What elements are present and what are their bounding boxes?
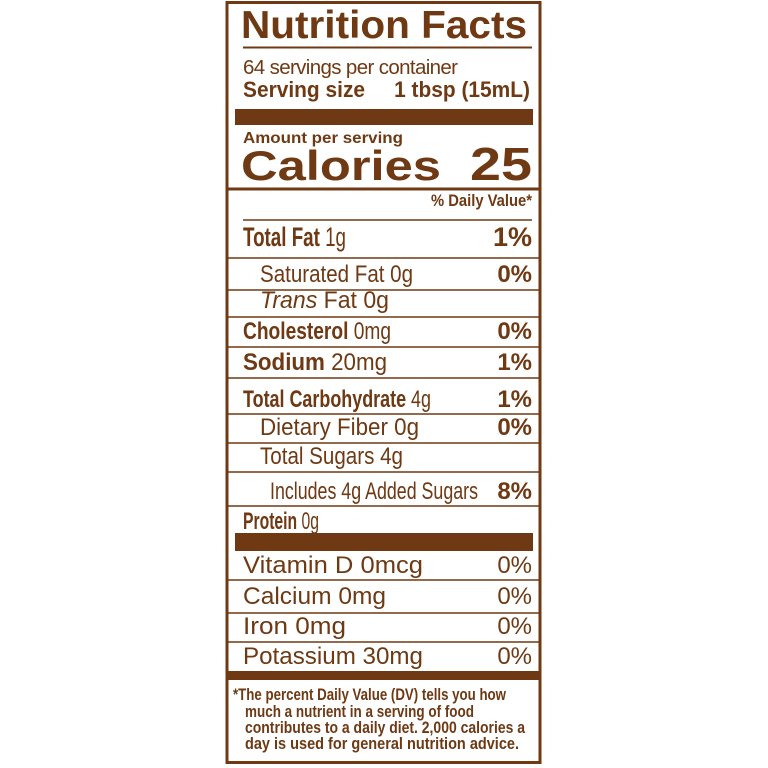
svg-text:Cholesterol 0mg: Cholesterol 0mg	[243, 318, 391, 345]
svg-text:Protein 0g: Protein 0g	[243, 508, 319, 535]
svg-text:Calcium 0mg: Calcium 0mg	[243, 583, 386, 610]
svg-text:day is used for general nutrit: day is used for general nutrition advice…	[245, 735, 519, 753]
svg-text:0%: 0%	[497, 583, 532, 610]
svg-text:Sodium 20mg: Sodium 20mg	[243, 349, 387, 376]
svg-text:0%: 0%	[497, 414, 532, 441]
svg-text:0%: 0%	[497, 261, 532, 288]
svg-text:1%: 1%	[493, 222, 532, 252]
svg-text:Trans Fat 0g: Trans Fat 0g	[260, 287, 389, 314]
svg-text:0%: 0%	[497, 643, 532, 670]
svg-text:Serving size 1 tbsp (15mL): Serving size 1 tbsp (15mL)	[243, 77, 530, 102]
svg-text:Total Fat 1g: Total Fat 1g	[243, 222, 346, 252]
svg-text:1%: 1%	[497, 349, 532, 376]
svg-text:*The percent Daily Value (DV): *The percent Daily Value (DV) tells you …	[233, 686, 506, 704]
svg-text:0%: 0%	[497, 318, 532, 345]
svg-text:1%: 1%	[497, 386, 532, 413]
svg-text:0%: 0%	[497, 613, 532, 640]
svg-text:Calories: Calories	[241, 142, 441, 189]
svg-text:Total Carbohydrate 4g: Total Carbohydrate 4g	[243, 386, 431, 413]
svg-text:Total Sugars 4g: Total Sugars 4g	[260, 443, 403, 470]
svg-text:Includes 4g Added Sugars: Includes 4g Added Sugars	[270, 478, 478, 505]
svg-text:64 servings per container: 64 servings per container	[243, 56, 458, 79]
svg-text:Potassium 30mg: Potassium 30mg	[243, 643, 423, 670]
svg-text:8%: 8%	[497, 478, 532, 505]
svg-text:Saturated Fat 0g: Saturated Fat 0g	[260, 261, 413, 288]
svg-text:Dietary Fiber 0g: Dietary Fiber 0g	[260, 414, 419, 441]
svg-text:Iron 0mg: Iron 0mg	[243, 613, 346, 640]
svg-text:25: 25	[470, 138, 532, 190]
svg-text:% Daily Value*: % Daily Value*	[431, 191, 532, 210]
svg-text:0%: 0%	[497, 552, 532, 579]
svg-text:Nutrition Facts: Nutrition Facts	[241, 4, 527, 47]
svg-text:Vitamin D 0mcg: Vitamin D 0mcg	[243, 552, 423, 579]
